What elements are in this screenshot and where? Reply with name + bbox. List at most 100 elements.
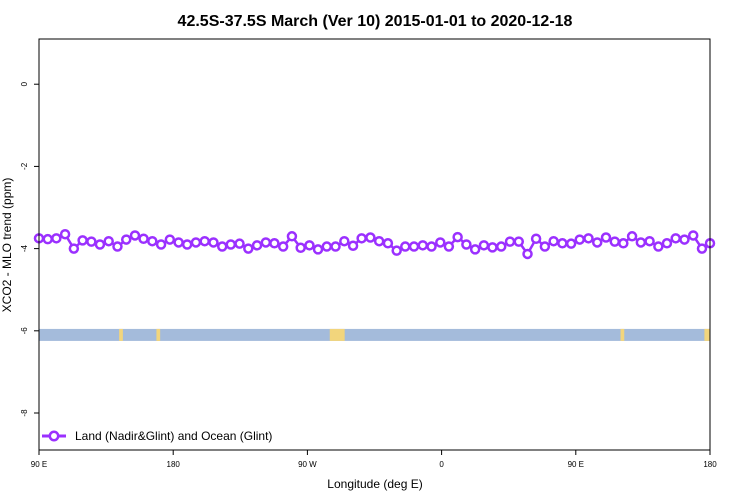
x-tick-label: 180 <box>167 460 181 469</box>
data-point <box>426 241 437 252</box>
data-point <box>661 238 673 249</box>
data-point <box>644 235 655 247</box>
data-point <box>103 235 114 247</box>
data-point <box>138 233 149 244</box>
y-axis-label: XCO2 - MLO trend (ppm) <box>0 178 14 313</box>
data-point <box>77 235 88 246</box>
x-tick-label: 180 <box>703 460 717 469</box>
data-point <box>487 242 498 253</box>
data-point <box>164 234 176 245</box>
data-point <box>304 240 315 251</box>
data-point <box>513 236 525 247</box>
land-segment-2 <box>329 328 345 341</box>
data-point <box>51 233 62 244</box>
data-point <box>548 235 559 247</box>
data-point <box>330 241 341 252</box>
data-point <box>120 234 132 245</box>
data-point <box>295 242 306 254</box>
data-point <box>312 244 324 255</box>
data-point <box>469 244 481 255</box>
x-tick-label: 90 E <box>31 460 47 469</box>
data-point <box>600 232 612 243</box>
data-point <box>129 230 141 241</box>
data-point <box>478 240 490 251</box>
data-point <box>461 239 472 250</box>
ocean-band <box>39 328 710 341</box>
data-point <box>243 243 254 254</box>
data-point <box>94 239 106 250</box>
data-point <box>452 231 463 243</box>
x-tick-label: 90 E <box>568 460 584 469</box>
data-point <box>557 238 568 249</box>
data-point <box>173 237 184 248</box>
data-point <box>679 234 690 245</box>
data-point <box>155 239 167 250</box>
data-point <box>181 239 193 250</box>
x-tick-label: 90 W <box>298 460 317 469</box>
data-point <box>591 237 603 248</box>
land-segment-1 <box>156 328 161 341</box>
data-point <box>408 241 420 252</box>
data-point <box>339 235 350 247</box>
data-point <box>539 241 551 252</box>
data-point <box>59 228 71 240</box>
data-point <box>86 236 97 247</box>
data-point <box>269 238 280 249</box>
data-point <box>530 233 542 244</box>
data-point <box>190 237 202 248</box>
data-point <box>618 238 629 249</box>
data-point <box>653 241 664 252</box>
data-point <box>321 241 333 252</box>
data-point <box>609 236 621 247</box>
data-point <box>234 238 245 249</box>
data-point <box>199 235 210 247</box>
data-point <box>382 238 394 249</box>
data-point <box>260 237 272 248</box>
data-point <box>635 237 647 248</box>
data-point <box>687 230 699 241</box>
y-tick-label: -4 <box>20 245 29 253</box>
data-point <box>626 231 638 242</box>
data-point <box>208 237 219 248</box>
data-point <box>565 238 577 249</box>
y-axis: 0 -2 -4 -6 -8 <box>20 81 39 417</box>
data-point <box>373 235 385 247</box>
land-segment-4 <box>704 328 710 341</box>
series-layer <box>33 228 716 260</box>
data-point <box>347 240 359 251</box>
data-point <box>435 237 446 248</box>
data-point <box>504 236 516 247</box>
x-axis-label: Longitude (deg E) <box>327 477 422 491</box>
data-point <box>112 241 123 252</box>
legend-label: Land (Nadir&Glint) and Ocean (Glint) <box>75 429 272 443</box>
land-segment-0 <box>119 328 123 341</box>
data-point <box>365 232 376 243</box>
data-point <box>400 241 411 252</box>
x-axis: 90 E 180 90 W 0 90 E 180 <box>31 450 717 469</box>
data-point <box>277 241 289 252</box>
land-segment-3 <box>620 328 625 341</box>
data-point <box>495 241 507 252</box>
data-point <box>522 248 533 260</box>
x-tick-label: 0 <box>439 460 444 469</box>
legend: Land (Nadir&Glint) and Ocean (Glint) <box>42 429 272 443</box>
y-tick-label: -6 <box>20 327 29 335</box>
data-point <box>574 234 585 245</box>
data-point <box>356 233 367 244</box>
data-point <box>225 239 237 250</box>
data-point <box>443 241 455 252</box>
data-point <box>216 241 228 252</box>
data-point <box>670 233 681 244</box>
data-point <box>68 243 80 254</box>
y-tick-label: -8 <box>20 409 29 417</box>
plot-frame <box>38 38 711 451</box>
data-point <box>417 240 429 251</box>
data-point <box>391 245 402 256</box>
data-point <box>42 233 54 245</box>
surface-band <box>39 328 710 341</box>
data-point <box>147 235 158 247</box>
y-tick-label: 0 <box>20 81 29 86</box>
legend-marker <box>48 430 60 442</box>
data-point <box>583 233 594 244</box>
